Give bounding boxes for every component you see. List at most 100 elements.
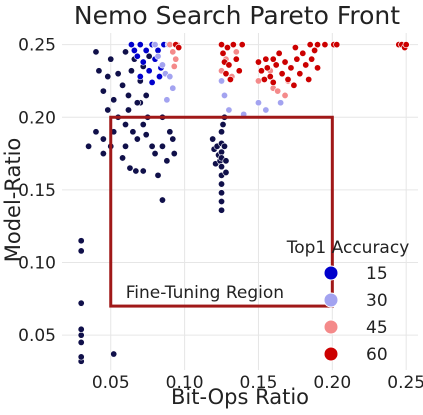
data-point <box>284 75 292 83</box>
data-point <box>124 91 132 99</box>
data-point <box>272 61 280 69</box>
data-point <box>275 49 283 57</box>
data-point <box>220 91 228 99</box>
y-axis-ticks: 0.05 0.10 0.15 0.20 0.25 <box>18 36 56 347</box>
data-point <box>158 142 166 150</box>
data-point <box>308 55 316 63</box>
data-point <box>166 73 174 81</box>
scatter-points <box>77 41 410 365</box>
data-point <box>175 44 183 52</box>
data-point <box>133 135 141 143</box>
data-point <box>92 128 100 136</box>
data-point <box>158 196 166 204</box>
data-point <box>136 73 144 81</box>
data-point <box>223 44 231 52</box>
data-point <box>218 41 226 49</box>
data-point <box>262 55 270 63</box>
data-point <box>124 106 132 114</box>
data-point <box>148 78 156 86</box>
data-point <box>302 61 310 69</box>
data-point <box>218 148 226 156</box>
data-point <box>169 84 177 92</box>
data-point <box>158 61 166 69</box>
data-point <box>314 41 322 49</box>
x-tick-label: 0.20 <box>313 373 351 393</box>
data-point <box>170 62 178 70</box>
data-point <box>269 78 277 86</box>
data-point <box>139 121 147 129</box>
data-point <box>263 64 271 72</box>
x-axis-label: Bit-Ops Ratio <box>171 385 309 409</box>
data-point <box>291 44 299 52</box>
data-point <box>257 67 265 75</box>
data-point <box>260 75 268 83</box>
data-point <box>281 91 289 99</box>
data-point <box>142 46 150 54</box>
data-point <box>222 70 230 78</box>
data-point <box>333 41 341 49</box>
data-point <box>169 135 177 143</box>
data-point <box>154 52 162 60</box>
data-point <box>311 46 319 54</box>
data-point <box>154 171 162 179</box>
data-point <box>119 81 127 89</box>
data-point <box>133 99 141 107</box>
data-point <box>218 198 226 206</box>
data-point <box>169 48 177 56</box>
data-point <box>235 67 243 75</box>
data-point <box>163 96 171 104</box>
data-point <box>136 41 144 49</box>
data-point <box>155 73 163 81</box>
data-point <box>209 135 217 143</box>
data-point <box>77 331 85 339</box>
data-point <box>107 55 115 63</box>
y-tick-label: 0.10 <box>18 254 56 274</box>
data-point <box>218 163 226 171</box>
chart-title: Nemo Search Pareto Front <box>74 1 400 30</box>
data-point <box>148 142 156 150</box>
y-axis-label: Model-Ratio <box>1 138 25 263</box>
data-point <box>119 154 127 162</box>
legend-title: Top1 Accuracy <box>286 238 410 258</box>
data-point <box>219 49 227 57</box>
data-point <box>222 168 230 176</box>
data-point <box>225 106 233 114</box>
y-tick-label: 0.15 <box>18 181 56 201</box>
data-point <box>166 41 174 49</box>
data-point <box>266 73 274 81</box>
data-point <box>127 67 135 75</box>
data-point <box>254 58 262 66</box>
data-point <box>110 350 118 358</box>
data-point <box>172 55 180 63</box>
data-point <box>77 237 85 245</box>
data-point <box>122 142 130 150</box>
data-point <box>166 128 174 136</box>
data-point <box>110 96 118 104</box>
data-point <box>139 167 147 175</box>
data-point <box>132 167 140 175</box>
data-point <box>274 87 282 95</box>
data-point <box>85 142 93 150</box>
legend-label: 30 <box>366 291 388 311</box>
data-point <box>77 299 85 307</box>
x-tick-label: 0.25 <box>387 373 423 393</box>
data-point <box>229 41 237 49</box>
data-point <box>170 150 178 158</box>
data-point <box>226 75 234 83</box>
data-point <box>277 99 285 107</box>
data-point <box>154 46 162 54</box>
data-point <box>232 55 240 63</box>
data-point <box>218 128 226 136</box>
data-point <box>99 150 107 158</box>
data-point <box>104 106 112 114</box>
data-point <box>127 41 135 49</box>
y-tick-label: 0.20 <box>18 108 56 128</box>
data-point <box>77 325 85 333</box>
data-point <box>219 121 227 129</box>
x-tick-label: 0.15 <box>240 373 278 393</box>
data-point <box>122 121 130 129</box>
data-point <box>238 41 246 49</box>
data-point <box>218 189 226 197</box>
data-point <box>293 55 301 63</box>
